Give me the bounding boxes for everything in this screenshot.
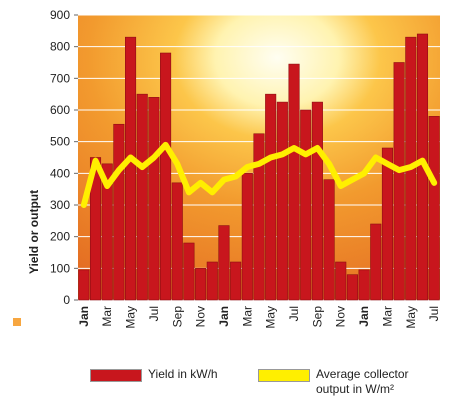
bar [381, 147, 393, 301]
y-tick-label: 100 [50, 261, 70, 275]
y-tick-label: 400 [50, 166, 70, 180]
decoration [13, 318, 21, 326]
bar [78, 269, 90, 301]
y-tick-label: 600 [50, 103, 70, 117]
y-tick-label: 200 [50, 230, 70, 244]
bar [428, 116, 440, 301]
bar [253, 133, 265, 301]
bar [101, 163, 113, 301]
y-axis-label: Yield or output [27, 190, 41, 274]
bar [265, 93, 277, 301]
x-tick-label: Nov [194, 306, 208, 327]
bar [230, 261, 242, 301]
y-tick-label: 700 [50, 71, 70, 85]
x-tick-label: May [404, 306, 418, 329]
bar [288, 63, 300, 301]
bar [171, 182, 183, 301]
bar [148, 97, 160, 301]
x-tick-label: Mar [380, 306, 394, 327]
bar [218, 225, 230, 301]
x-tick-label: Nov [334, 306, 348, 327]
bar [323, 179, 335, 301]
x-tick-label: Sep [170, 306, 184, 328]
bar [241, 173, 253, 301]
bar [346, 274, 358, 301]
bar [370, 223, 382, 301]
x-tick-label: Jul [427, 306, 441, 321]
legend-label: Yield in kW/h [148, 367, 218, 381]
x-tick-label: Mar [100, 306, 114, 327]
bar [206, 261, 218, 301]
x-tick-label: Jan [357, 306, 371, 327]
x-tick-label: May [264, 306, 278, 329]
bar [195, 268, 207, 301]
bar [160, 52, 172, 301]
y-tick-label: 300 [50, 198, 70, 212]
bar [335, 261, 347, 301]
x-tick-label: Mar [240, 306, 254, 327]
y-tick-label: 0 [63, 293, 70, 307]
bar [311, 101, 323, 301]
y-tick-label: 800 [50, 40, 70, 54]
bar [113, 123, 125, 301]
bar [183, 242, 195, 301]
legend-swatch [90, 369, 142, 382]
bar [358, 269, 370, 301]
bar [393, 62, 405, 301]
bar [125, 36, 137, 301]
legend-label: Average collector output in W/m² [316, 367, 409, 396]
x-tick-label: Jul [147, 306, 161, 321]
bar [276, 101, 288, 301]
bar [300, 109, 312, 301]
x-tick-label: May [124, 306, 138, 329]
x-tick-label: Jan [77, 306, 91, 327]
x-tick-label: Jan [217, 306, 231, 327]
y-tick-label: 500 [50, 135, 70, 149]
x-tick-label: Sep [310, 306, 324, 328]
legend-swatch [258, 369, 310, 382]
x-tick-label: Jul [287, 306, 301, 321]
y-tick-label: 900 [50, 8, 70, 22]
line [80, 141, 438, 208]
bar [136, 93, 148, 301]
bar [89, 157, 102, 301]
